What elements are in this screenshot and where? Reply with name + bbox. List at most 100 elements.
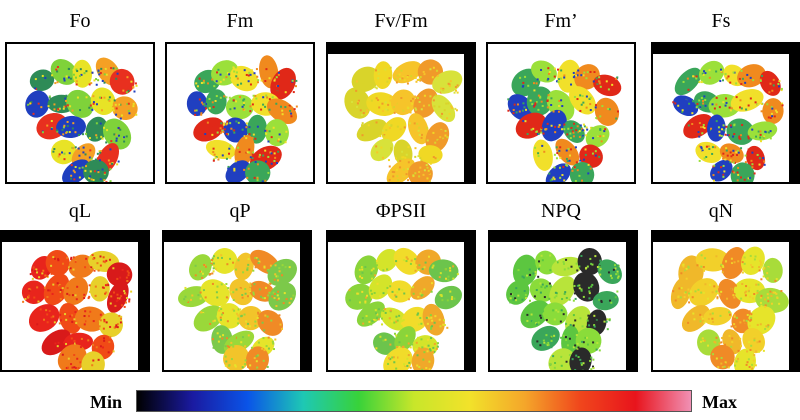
speckle — [283, 292, 286, 295]
speckle — [216, 264, 219, 267]
speckle — [350, 111, 353, 114]
speckle — [245, 137, 248, 140]
speckle — [550, 346, 553, 349]
speckle — [62, 262, 65, 265]
speckle — [565, 338, 568, 341]
speckle — [83, 72, 86, 75]
speckle — [543, 150, 546, 153]
speckle — [737, 173, 740, 176]
speckle — [223, 122, 226, 125]
speckle — [386, 268, 389, 271]
speckle — [116, 318, 119, 321]
speckle — [720, 290, 723, 293]
speckle — [426, 322, 429, 325]
speckle — [52, 258, 55, 261]
speckle — [698, 122, 701, 125]
speckle — [598, 344, 601, 347]
speckle — [365, 294, 368, 297]
speckle — [732, 71, 735, 74]
speckle — [263, 266, 266, 269]
speckle — [711, 320, 714, 323]
panel-label-fmp: Fm’ — [544, 10, 578, 32]
speckle — [212, 147, 215, 150]
speckle — [537, 152, 540, 155]
speckle — [376, 282, 379, 285]
speckle — [56, 81, 59, 84]
speckle — [239, 308, 242, 311]
leaf — [380, 307, 409, 331]
speckle — [748, 310, 751, 313]
speckle — [765, 131, 768, 134]
speckle — [617, 275, 620, 278]
speckle — [255, 68, 258, 71]
speckle — [589, 359, 592, 362]
speckle — [407, 298, 410, 301]
speckle — [449, 80, 452, 83]
leaf — [257, 310, 284, 336]
speckle — [550, 297, 553, 300]
speckle — [208, 107, 211, 110]
speckle — [523, 290, 526, 293]
speckle — [350, 103, 353, 106]
speckle — [274, 317, 277, 320]
speckle — [398, 345, 401, 348]
speckle — [433, 343, 436, 346]
speckle — [225, 80, 228, 83]
speckle — [723, 170, 726, 173]
speckle — [558, 104, 561, 107]
speckle — [692, 100, 695, 103]
speckle — [709, 313, 712, 316]
speckle — [40, 106, 43, 109]
speckle — [87, 360, 90, 363]
speckle — [256, 179, 259, 182]
speckle — [769, 130, 772, 133]
speckle — [696, 97, 699, 100]
speckle — [237, 314, 240, 317]
speckle — [592, 365, 595, 368]
speckle — [88, 137, 91, 140]
speckle — [387, 353, 390, 356]
speckle — [375, 259, 378, 262]
speckle — [725, 149, 728, 152]
speckle — [738, 137, 741, 140]
speckle — [519, 76, 522, 79]
frame-bar-top — [164, 232, 310, 242]
leaf — [29, 69, 55, 92]
speckle — [381, 323, 384, 326]
speckle — [381, 156, 384, 159]
speckle — [414, 258, 417, 261]
speckle — [599, 85, 602, 88]
speckle — [706, 297, 709, 300]
speckle — [70, 164, 73, 167]
speckle — [680, 272, 683, 275]
speckle — [416, 122, 419, 125]
speckle — [221, 154, 224, 157]
speckle — [271, 340, 274, 343]
speckle — [396, 74, 399, 77]
speckle — [553, 153, 556, 156]
speckle — [249, 156, 252, 159]
speckle — [252, 293, 255, 296]
speckle — [46, 275, 49, 278]
speckle — [772, 291, 775, 294]
speckle — [569, 261, 572, 264]
speckle — [507, 109, 510, 112]
speckle — [95, 78, 98, 81]
speckle — [717, 308, 720, 311]
speckle — [558, 124, 561, 127]
speckle — [273, 278, 276, 281]
speckle — [246, 176, 249, 179]
speckle — [759, 133, 762, 136]
speckle — [546, 106, 549, 109]
speckle — [85, 70, 88, 73]
speckle — [361, 290, 364, 293]
speckle — [113, 99, 116, 102]
speckle — [760, 110, 763, 113]
speckle — [248, 318, 251, 321]
leaf — [229, 278, 254, 306]
speckle — [741, 261, 744, 264]
speckle — [550, 104, 553, 107]
speckle — [43, 318, 46, 321]
speckle — [407, 260, 410, 263]
speckle — [762, 268, 765, 271]
